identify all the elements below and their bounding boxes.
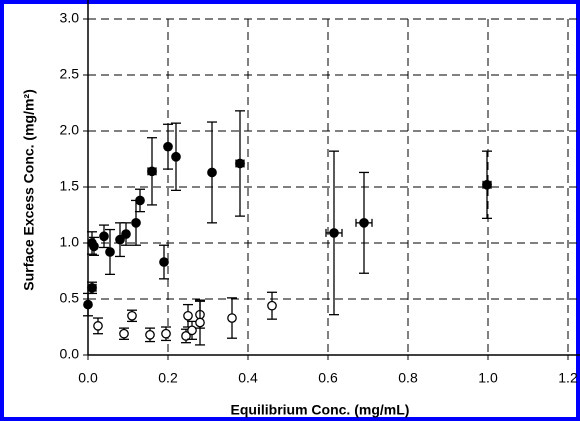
point [163, 141, 173, 152]
x-tick-label: 1.0 [478, 370, 498, 386]
point [131, 217, 141, 228]
point [227, 313, 237, 323]
point [83, 299, 93, 310]
point [93, 321, 103, 331]
point [87, 282, 97, 293]
x-tick-label: 0.8 [398, 370, 418, 386]
point [181, 331, 191, 341]
y-tick-label: 2.5 [60, 66, 80, 82]
point [119, 328, 129, 339]
point [183, 310, 193, 321]
y-tick-label: 1.5 [60, 178, 80, 194]
x-tick-label: 1.2 [558, 370, 578, 386]
y-tick-label: 0.5 [60, 290, 80, 306]
point [195, 317, 205, 328]
point [147, 166, 157, 177]
x-tick-label: 0.6 [318, 370, 338, 386]
point [235, 158, 245, 169]
point [105, 247, 115, 257]
y-tick-label: 2.0 [60, 122, 80, 138]
y-tick-label: 3.0 [60, 10, 80, 26]
x-tick-label: 0.4 [238, 370, 258, 386]
point [145, 329, 155, 340]
point [121, 229, 131, 239]
point [115, 234, 125, 245]
point [207, 167, 217, 178]
point [159, 257, 169, 267]
point [187, 325, 197, 336]
y-tick-label: 0.0 [60, 346, 80, 362]
y-axis-title: Surface Excess Conc. (mg/m²) [21, 89, 37, 291]
y-tick-label: 1.0 [60, 234, 80, 250]
point [135, 195, 145, 206]
point [267, 300, 277, 311]
point [171, 151, 181, 162]
point [127, 310, 137, 321]
point [161, 328, 171, 339]
point [329, 228, 339, 238]
x-tick-label: 0.0 [78, 370, 98, 386]
x-axis-title: Equilibrium Conc. (mg/mL) [231, 402, 410, 418]
point [359, 217, 369, 228]
point [482, 179, 492, 190]
point [89, 241, 99, 252]
point [99, 231, 109, 242]
x-tick-label: 0.2 [158, 370, 178, 386]
